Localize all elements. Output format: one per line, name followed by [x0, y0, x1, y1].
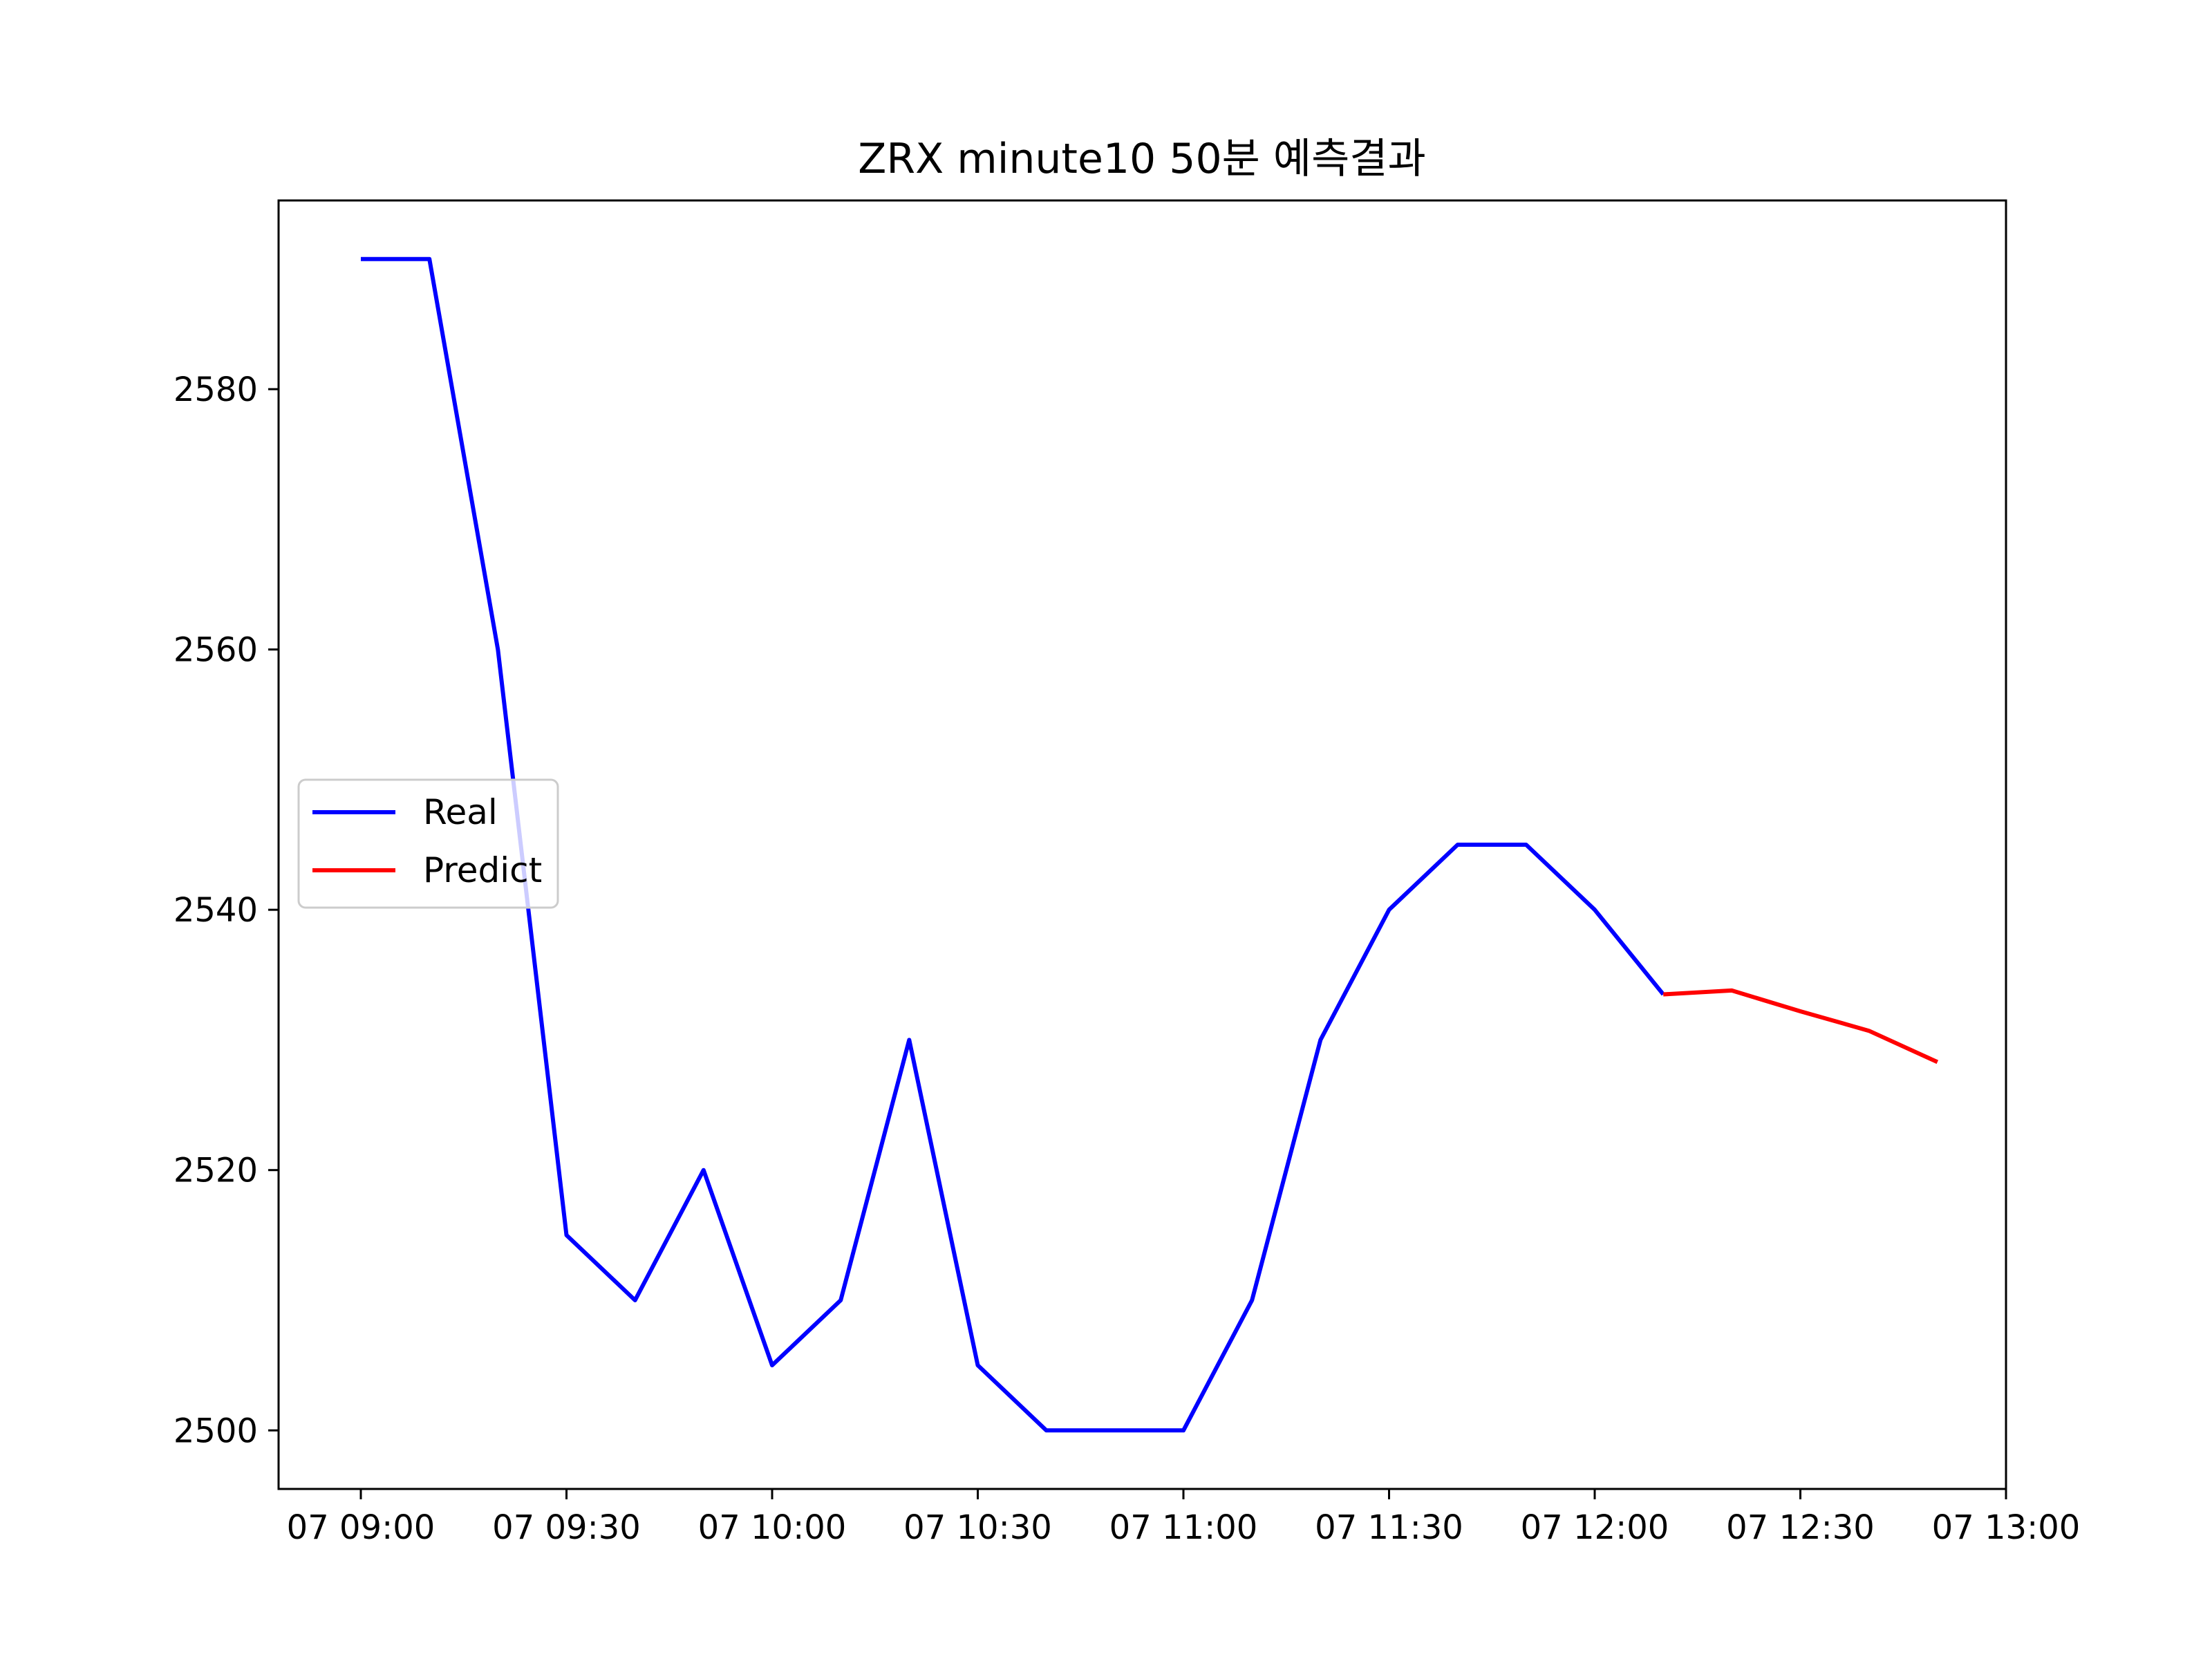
x-tick-label: 07 11:30: [1315, 1508, 1463, 1547]
x-tick-label: 07 12:00: [1521, 1508, 1669, 1547]
legend-label-real: Real: [423, 792, 498, 832]
x-tick-label: 07 09:00: [287, 1508, 435, 1547]
x-tick-label: 07 13:00: [1932, 1508, 2081, 1547]
y-tick-label: 2540: [174, 891, 258, 930]
plot-frame: [277, 199, 2007, 1490]
legend: Real Predict: [297, 778, 559, 909]
legend-label-predict: Predict: [423, 850, 542, 890]
y-tick-label: 2500: [174, 1412, 258, 1450]
series-line-predict: [1663, 988, 1939, 1065]
y-tick-label: 2580: [174, 371, 258, 409]
x-tick-label: 07 09:30: [492, 1508, 641, 1547]
chart-title: ZRX minute10 50분 예측결과: [858, 135, 1425, 183]
series-line-real: [361, 256, 1665, 1433]
x-tick-label: 07 11:00: [1109, 1508, 1258, 1547]
y-tick-label: 2520: [174, 1152, 258, 1190]
x-tick-label: 07 12:30: [1726, 1508, 1875, 1547]
x-axis: 07 09:00 07 09:30 07 10:00 07 10:30 07 11:00…: [287, 1489, 2081, 1547]
y-tick-label: 2560: [174, 631, 258, 670]
x-tick-label: 07 10:30: [903, 1508, 1052, 1547]
y-axis: 2500 2520 2540 2560 2580: [174, 371, 279, 1450]
series-layer: [361, 256, 1939, 1433]
x-tick-label: 07 10:00: [698, 1508, 847, 1547]
